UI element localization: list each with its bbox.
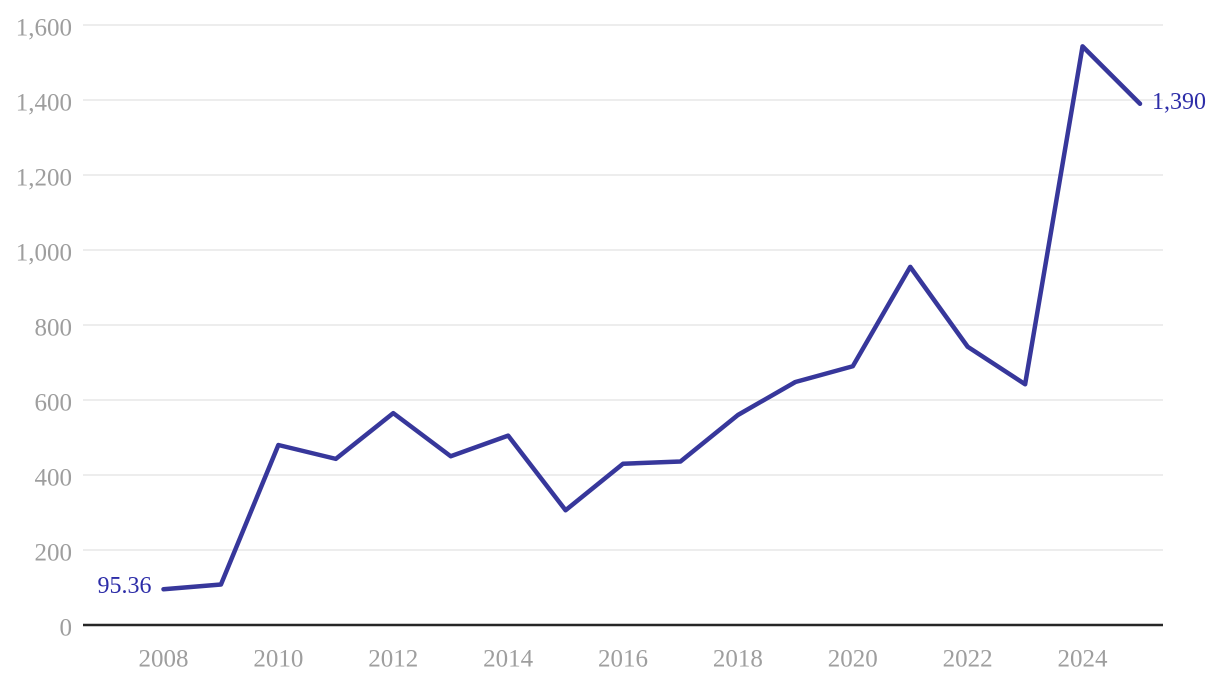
- y-axis-labels-group: 0 200 400 600 800 1,000 1,200 1,400 1,600: [16, 15, 72, 642]
- gridlines-group: [83, 24, 1163, 551]
- y-tick-label: 0: [60, 615, 73, 642]
- x-tick-label: 2024: [1058, 646, 1109, 673]
- first-point-label: 95.36: [98, 573, 152, 599]
- y-tick-label: 1,200: [16, 165, 72, 192]
- y-tick-label: 200: [35, 540, 73, 567]
- y-tick-label: 600: [35, 390, 73, 417]
- y-tick-label: 1,600: [16, 15, 72, 42]
- y-tick-label: 400: [35, 465, 73, 492]
- x-tick-label: 2012: [368, 646, 418, 673]
- y-tick-label: 800: [35, 315, 73, 342]
- data-series-line: [161, 44, 1143, 592]
- x-tick-label: 2022: [943, 646, 993, 673]
- y-tick-label: 1,000: [16, 240, 72, 267]
- x-tick-label: 2020: [828, 646, 878, 673]
- y-tick-label: 1,400: [16, 90, 72, 117]
- x-tick-label: 2016: [598, 646, 648, 673]
- last-point-label: 1,390: [1152, 89, 1206, 115]
- x-tick-label: 2014: [483, 646, 534, 673]
- x-tick-label: 2008: [139, 646, 189, 673]
- x-tick-label: 2018: [713, 646, 763, 673]
- x-tick-label: 2010: [253, 646, 303, 673]
- x-axis-labels-group: 2008 2010 2012 2014 2016 2018 2020 2022 2024: [139, 646, 1109, 673]
